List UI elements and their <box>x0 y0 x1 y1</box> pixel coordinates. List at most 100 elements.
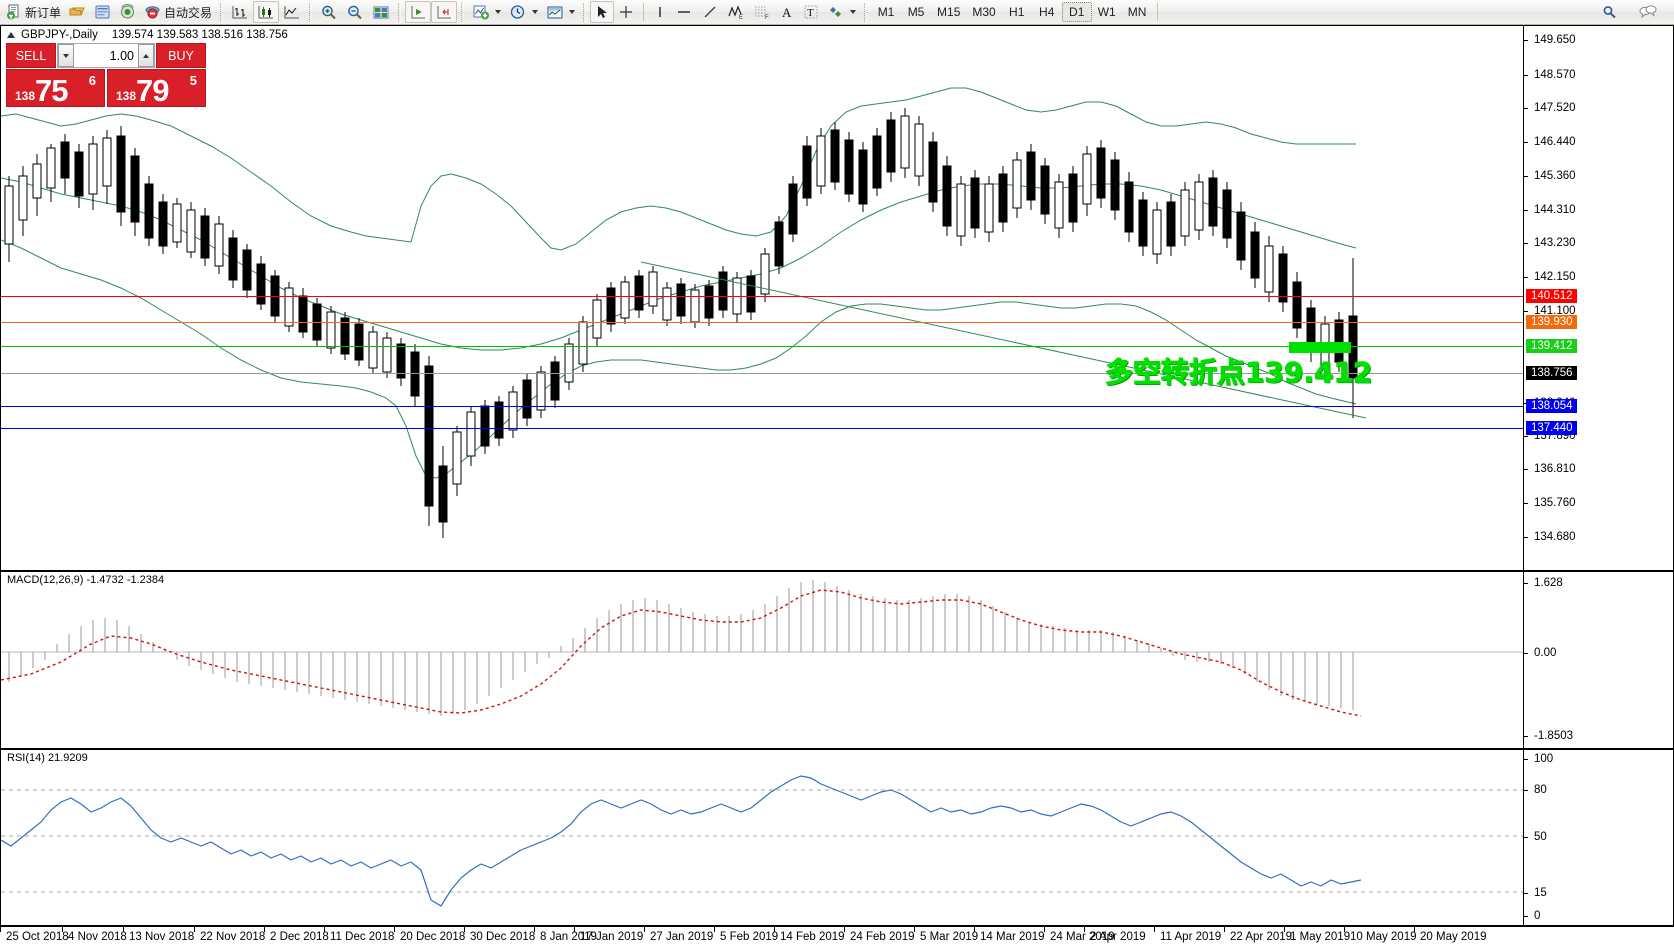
tile-windows-button[interactable] <box>368 1 394 23</box>
timeframe-w1[interactable]: W1 <box>1097 5 1116 19</box>
shift-start-button[interactable] <box>405 1 432 23</box>
price-axis[interactable]: 149.650 148.570 147.520 146.440 145.360 … <box>1523 26 1673 570</box>
trendline-tool-button[interactable] <box>697 1 723 23</box>
rsi-tick: 80 <box>1523 784 1673 796</box>
clock-icon <box>510 4 525 19</box>
elliott-wave-tool-button[interactable]: E <box>723 1 749 23</box>
price-plot-region[interactable]: 多空转折点139.412 <box>1 26 1523 570</box>
chart-symbol-label: GBPJPY-,Daily <box>21 29 98 41</box>
navigator-button[interactable] <box>115 1 140 23</box>
timeframe-h1[interactable]: H1 <box>1009 5 1025 19</box>
chevron-down-icon[interactable] <box>850 10 857 14</box>
search-button[interactable] <box>1597 1 1622 23</box>
period-button[interactable] <box>505 1 542 23</box>
candlestick-chart-button[interactable] <box>253 1 280 23</box>
timeframe-d1[interactable]: D1 <box>1061 2 1092 22</box>
zoom-in-button[interactable] <box>316 1 342 23</box>
shapes-icon <box>830 7 842 17</box>
bar-chart-button[interactable] <box>227 1 253 23</box>
price-label-138054[interactable]: 138.054 <box>1526 399 1577 413</box>
rsi-line <box>1 775 1362 907</box>
shift-end-button[interactable] <box>431 1 458 23</box>
shapes-tool-button[interactable] <box>823 1 860 23</box>
sell-button[interactable]: SELL <box>6 43 56 68</box>
market-watch-button[interactable] <box>90 1 115 23</box>
text-object-tool-button[interactable]: T <box>799 1 823 23</box>
vertical-line-tool-button[interactable] <box>649 1 671 23</box>
crosshair-icon <box>620 6 633 18</box>
buy-price-main: 79 <box>136 73 169 108</box>
buy-price-point: 5 <box>189 73 197 88</box>
macd-chart-svg <box>1 580 1523 717</box>
text-tool-button[interactable]: A <box>775 1 799 23</box>
chat-button[interactable] <box>1634 1 1662 23</box>
timeframe-m30[interactable]: M30 <box>972 5 996 19</box>
chevron-down-icon[interactable] <box>532 10 539 14</box>
zoom-out-button[interactable] <box>342 1 368 23</box>
rsi-pane[interactable]: RSI(14) 21.9209 100 80 50 15 0 <box>0 749 1674 926</box>
add-indicator-button[interactable] <box>468 1 505 23</box>
toolbar-separator <box>583 2 587 22</box>
chevron-down-icon[interactable] <box>569 10 576 14</box>
timeframe-h4[interactable]: H4 <box>1039 5 1055 19</box>
macd-axis[interactable]: 1.628 0.00 -1.8503 <box>1523 572 1673 748</box>
buy-button[interactable]: BUY <box>156 43 206 68</box>
volume-stepper[interactable]: 1.00 <box>57 43 155 68</box>
templates-button[interactable] <box>542 1 579 23</box>
price-label-139930[interactable]: 139.930 <box>1526 315 1577 329</box>
folder-icon <box>69 7 85 16</box>
collapse-icon[interactable] <box>7 32 15 38</box>
svg-text:E: E <box>739 15 743 20</box>
macd-tick: 1.628 <box>1523 577 1673 589</box>
price-line-139412[interactable] <box>1 346 1523 347</box>
bar-chart-icon <box>232 5 248 18</box>
timeframe-m5[interactable]: M5 <box>907 5 925 19</box>
price-line-140512[interactable] <box>1 296 1523 297</box>
macd-plot-region[interactable] <box>1 572 1523 748</box>
trendline-descending <box>640 261 1367 419</box>
price-label-139412[interactable]: 139.412 <box>1526 339 1577 353</box>
price-pane[interactable]: GBPJPY-,Daily 139.574 139.583 138.516 13… <box>0 25 1674 571</box>
macd-pane[interactable]: MACD(12,26,9) -1.4732 -1.2384 <box>0 571 1674 749</box>
chart-annotation-text[interactable]: 多空转折点139.412 <box>1105 356 1374 390</box>
price-label-140512[interactable]: 140.512 <box>1526 289 1577 303</box>
price-line-138054[interactable] <box>1 406 1523 407</box>
new-order-label: 新订单 <box>25 5 62 20</box>
volume-value[interactable]: 1.00 <box>74 44 138 67</box>
chat-icon <box>1639 5 1657 19</box>
sell-price-display[interactable]: 138 75 6 <box>6 69 105 108</box>
buy-price-display[interactable]: 138 79 5 <box>107 69 206 108</box>
vertical-line-icon <box>659 7 661 17</box>
price-label-137440[interactable]: 137.440 <box>1526 421 1577 435</box>
fibonacci-tool-button[interactable]: F <box>749 1 775 23</box>
chart-area[interactable]: GBPJPY-,Daily 139.574 139.583 138.516 13… <box>0 25 1674 949</box>
new-order-button[interactable]: 新订单 <box>2 1 65 23</box>
macd-tick: 0.00 <box>1523 647 1673 659</box>
timeframe-mn[interactable]: MN <box>1127 5 1147 19</box>
price-tick: 146.440 <box>1523 136 1673 148</box>
timeframe-m1[interactable]: M1 <box>877 5 895 19</box>
price-tick: 149.650 <box>1523 34 1673 46</box>
price-line-139930[interactable] <box>1 322 1523 323</box>
price-tick: 142.150 <box>1523 271 1673 283</box>
chevron-down-icon[interactable] <box>495 10 502 14</box>
rsi-label: RSI(14) 21.9209 <box>5 752 90 764</box>
candlestick-chart-icon <box>258 5 274 18</box>
zoom-out-icon <box>348 5 362 19</box>
profiles-button[interactable] <box>65 1 90 23</box>
one-click-trading-panel[interactable]: SELL 1.00 BUY 138 75 6 138 79 5 <box>6 43 206 108</box>
rsi-plot-region[interactable] <box>1 750 1523 925</box>
autotrading-button[interactable]: 自动交易 <box>140 1 216 23</box>
crosshair-tool-button[interactable] <box>614 1 638 23</box>
price-line-137440[interactable] <box>1 428 1523 429</box>
volume-increase-button[interactable] <box>138 44 154 67</box>
volume-decrease-button[interactable] <box>58 44 74 67</box>
horizontal-line-tool-button[interactable] <box>671 1 697 23</box>
cursor-tool-button[interactable] <box>590 1 615 23</box>
line-chart-button[interactable] <box>279 1 305 23</box>
timeframe-m15[interactable]: M15 <box>937 5 961 19</box>
price-tick: 134.680 <box>1523 531 1673 543</box>
shift-end-icon <box>437 5 452 18</box>
rsi-axis[interactable]: 100 80 50 15 0 <box>1523 750 1673 925</box>
time-axis[interactable]: 25 Oct 2018 4 Nov 2018 13 Nov 2018 22 No… <box>0 926 1674 949</box>
